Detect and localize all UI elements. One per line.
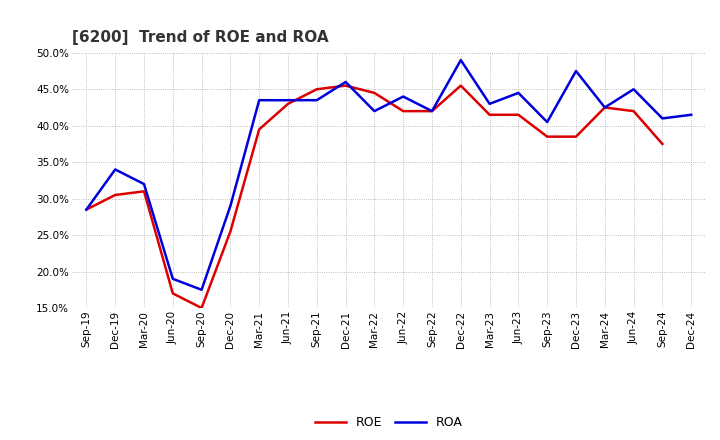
ROA — [658, 116, 667, 121]
ROA — [629, 87, 638, 92]
ROE — [600, 105, 609, 110]
ROA — [312, 98, 321, 103]
ROA — [428, 109, 436, 114]
ROA — [284, 98, 292, 103]
ROA — [687, 112, 696, 117]
ROE — [226, 229, 235, 234]
Line: ROE: ROE — [86, 86, 662, 308]
ROA — [341, 79, 350, 84]
ROE — [341, 83, 350, 88]
ROE — [197, 305, 206, 311]
ROA — [168, 276, 177, 282]
ROE — [284, 101, 292, 106]
ROE — [485, 112, 494, 117]
ROA — [543, 119, 552, 125]
ROE — [543, 134, 552, 139]
ROA — [370, 109, 379, 114]
ROE — [456, 83, 465, 88]
ROE — [370, 90, 379, 95]
ROA — [485, 101, 494, 106]
ROE — [312, 87, 321, 92]
ROE — [658, 141, 667, 147]
ROA — [399, 94, 408, 99]
ROE — [111, 192, 120, 198]
ROA — [197, 287, 206, 293]
ROE — [629, 109, 638, 114]
ROE — [140, 189, 148, 194]
Text: [6200]  Trend of ROE and ROA: [6200] Trend of ROE and ROA — [72, 29, 328, 45]
ROA — [82, 207, 91, 212]
Legend: ROE, ROA: ROE, ROA — [310, 411, 468, 434]
ROE — [168, 291, 177, 296]
ROE — [572, 134, 580, 139]
ROA — [140, 181, 148, 187]
ROA — [514, 90, 523, 95]
ROA — [226, 203, 235, 209]
ROA — [572, 68, 580, 73]
ROE — [255, 127, 264, 132]
ROA — [111, 167, 120, 172]
ROE — [82, 207, 91, 212]
ROA — [600, 105, 609, 110]
ROE — [399, 109, 408, 114]
ROA — [456, 58, 465, 63]
Line: ROA: ROA — [86, 60, 691, 290]
ROE — [428, 109, 436, 114]
ROA — [255, 98, 264, 103]
ROE — [514, 112, 523, 117]
